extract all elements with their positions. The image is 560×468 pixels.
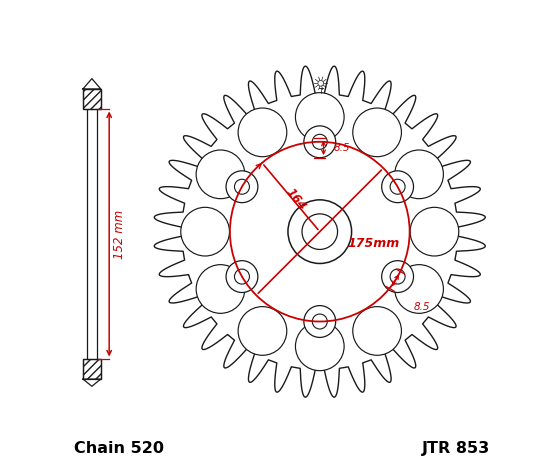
Bar (83, 89, 101, 109)
Circle shape (382, 171, 413, 203)
Polygon shape (83, 79, 101, 89)
Text: 175mm: 175mm (348, 237, 400, 250)
Text: 164: 164 (283, 186, 308, 213)
Bar (83, 359, 101, 379)
Circle shape (296, 322, 344, 371)
Circle shape (304, 126, 335, 158)
Circle shape (302, 214, 338, 249)
Circle shape (226, 261, 258, 292)
Bar (83, 359, 101, 379)
Circle shape (410, 207, 459, 256)
Circle shape (296, 93, 344, 141)
Circle shape (318, 80, 324, 86)
Text: 8.5: 8.5 (334, 143, 351, 153)
Circle shape (196, 264, 245, 313)
Circle shape (181, 207, 230, 256)
Text: 8.5: 8.5 (414, 302, 431, 312)
Bar (83, 359, 101, 379)
Polygon shape (83, 379, 101, 386)
Circle shape (196, 150, 245, 198)
Circle shape (382, 261, 413, 292)
Circle shape (235, 269, 249, 284)
Circle shape (235, 179, 249, 194)
Circle shape (395, 150, 444, 199)
Circle shape (238, 307, 287, 355)
Circle shape (304, 306, 335, 337)
Bar (83, 89, 101, 109)
Bar (83, 89, 101, 109)
Circle shape (238, 108, 287, 157)
Circle shape (390, 269, 405, 284)
Circle shape (353, 307, 402, 355)
Circle shape (288, 200, 352, 263)
Circle shape (353, 108, 402, 157)
Circle shape (312, 134, 327, 149)
Circle shape (312, 314, 327, 329)
Text: Chain 520: Chain 520 (74, 441, 164, 456)
Text: JTR 853: JTR 853 (422, 441, 491, 456)
Text: 152 mm: 152 mm (113, 209, 126, 259)
Circle shape (226, 171, 258, 203)
Bar (87, 89, 97, 379)
Polygon shape (154, 66, 486, 397)
Circle shape (390, 179, 405, 194)
Circle shape (395, 265, 444, 314)
